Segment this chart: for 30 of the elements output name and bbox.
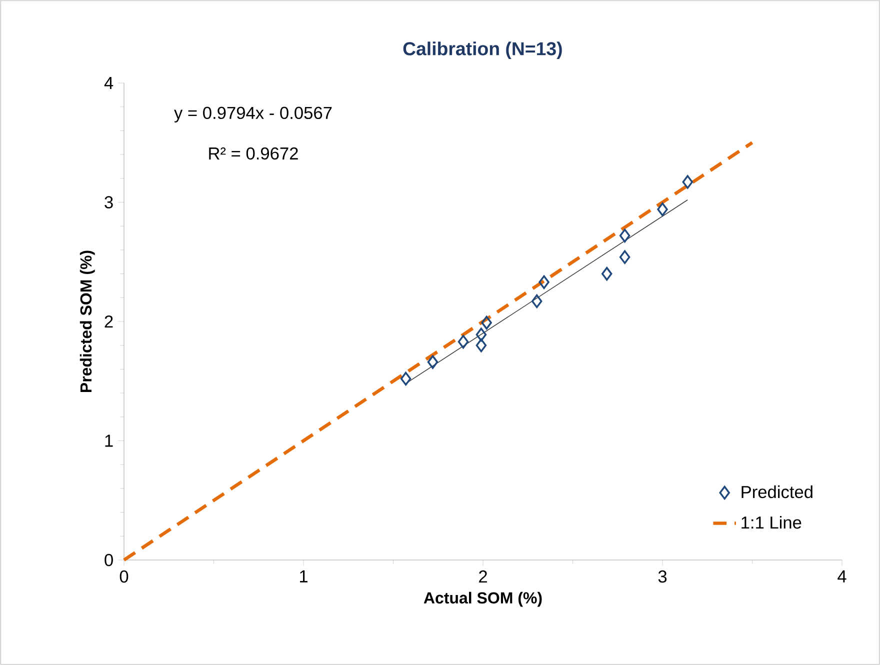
point bbox=[601, 266, 612, 281]
y-tick-label: 2 bbox=[104, 315, 113, 328]
annotation: R² = 0.9672 bbox=[209, 147, 298, 160]
point bbox=[427, 355, 438, 369]
point bbox=[619, 250, 630, 264]
point bbox=[481, 316, 492, 330]
x-tick-label: 2 bbox=[479, 570, 487, 583]
legend-label: 1:1 Line bbox=[742, 516, 802, 529]
point bbox=[476, 328, 487, 342]
x-tick-label: 4 bbox=[838, 570, 846, 582]
annotation: y = 0.9794x - 0.0567 bbox=[174, 106, 332, 122]
legend-label: Predicted bbox=[742, 485, 812, 498]
point bbox=[400, 372, 412, 386]
point bbox=[682, 175, 694, 189]
chart-title: Calibration (N=13) bbox=[403, 42, 562, 60]
x-tick-label: 3 bbox=[658, 570, 667, 583]
y-tick-label: 0 bbox=[104, 554, 113, 566]
point bbox=[657, 202, 668, 216]
x-tick-label: 1 bbox=[300, 570, 308, 582]
x-axis-title: Actual SOM (%) bbox=[424, 592, 542, 607]
y-tick-label: 1 bbox=[105, 434, 113, 447]
point bbox=[538, 275, 550, 290]
x-tick-label: 0 bbox=[120, 570, 128, 583]
y-tick-label: 3 bbox=[104, 196, 113, 208]
point bbox=[476, 338, 487, 352]
point bbox=[619, 228, 630, 243]
y-axis-title: Predicted SOM (%) bbox=[80, 250, 95, 392]
y-tick-label: 4 bbox=[104, 77, 114, 89]
point bbox=[458, 334, 469, 349]
point bbox=[531, 294, 542, 308]
